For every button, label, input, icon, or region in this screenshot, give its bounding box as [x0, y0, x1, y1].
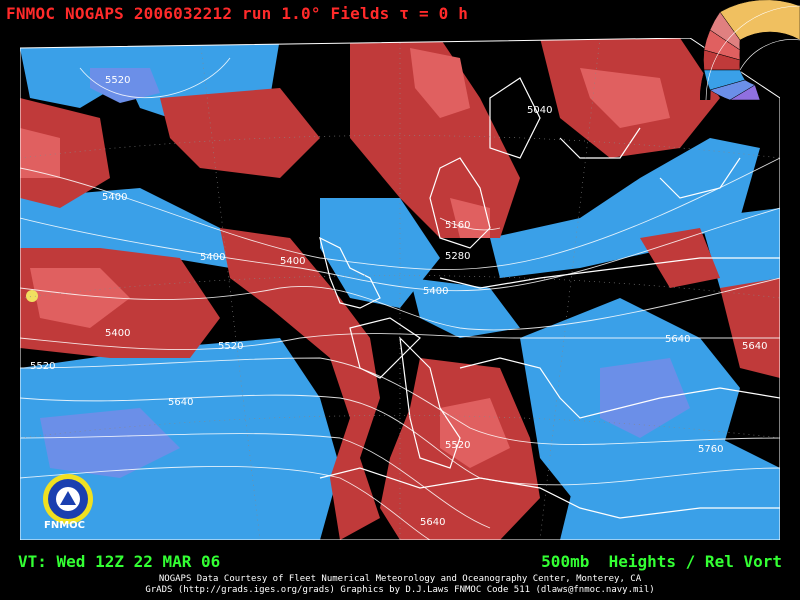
contour-label: 5760: [698, 444, 723, 455]
blue-region: [490, 138, 760, 278]
red-region: [720, 278, 780, 378]
pink-region: [440, 398, 510, 468]
contour-label: 5520: [218, 341, 243, 352]
contour-label: 5640: [665, 334, 690, 345]
map-border: [20, 38, 780, 540]
height-contours: [20, 57, 780, 540]
contour-label: 5640: [168, 397, 193, 408]
contour-labels: 5520 5040 5400 5160 5400 5400 5280 5400 …: [30, 75, 767, 528]
blue-region: [560, 438, 780, 540]
blue-region: [20, 338, 340, 540]
contour-label: 5280: [445, 251, 470, 262]
logo-emblem: [60, 491, 76, 505]
credit-line-1: NOGAPS Data Courtesy of Fleet Numerical …: [158, 574, 642, 584]
contour-label: 5400: [423, 286, 448, 297]
contour-label: 5400: [200, 252, 225, 263]
lat-lon-grid: [20, 38, 780, 540]
blue-region: [700, 208, 780, 298]
contour-label: 5400: [102, 192, 127, 203]
vorticity-map: 5520 5040 5400 5160 5400 5400 5280 5400 …: [20, 38, 780, 540]
chart-title: FNMOC NOGAPS 2006032212 run 1.0° Fields …: [6, 4, 469, 23]
blue-region: [320, 198, 440, 308]
pink-region: [20, 128, 60, 178]
red-region: [350, 38, 520, 238]
contour-label: 5160: [445, 220, 470, 231]
contour-label: 5520: [30, 361, 55, 372]
red-region: [640, 228, 720, 288]
red-region: [160, 88, 320, 178]
contour-label: 5520: [445, 440, 470, 451]
contour-label: 5520: [105, 75, 130, 86]
fnmoc-logo: [43, 474, 93, 524]
pink-region: [410, 48, 470, 118]
contour-label: 5400: [280, 256, 305, 267]
red-region: [220, 228, 380, 540]
yellow-core: [26, 290, 38, 302]
pink-region: [30, 268, 130, 328]
contour-label: 5040: [527, 105, 552, 116]
credit-line-2: GrADS (http://grads.iges.org/grads) Grap…: [145, 585, 655, 595]
logo-label: FNMOC: [44, 520, 85, 531]
strong-positive-vorticity: [20, 48, 670, 468]
valid-time: VT: Wed 12Z 22 MAR 06: [18, 552, 221, 571]
product-label: 500mb Heights / Rel Vort: [541, 552, 782, 571]
color-scale-fan: [700, 0, 800, 100]
contour-label: 5640: [742, 341, 767, 352]
purple-region: [90, 68, 160, 103]
contour-label: 5640: [420, 517, 445, 528]
contour-label: 5400: [105, 328, 130, 339]
pink-region: [450, 198, 490, 238]
purple-region: [600, 358, 690, 438]
pink-region: [580, 68, 670, 128]
